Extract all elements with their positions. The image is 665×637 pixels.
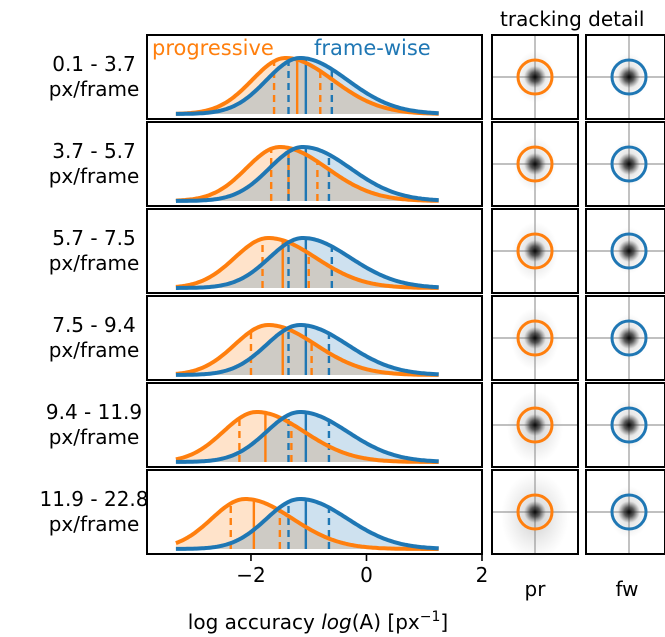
density-curve-progressive <box>175 56 439 116</box>
tracking-inset-pr <box>491 469 579 561</box>
tracking-circle-fw <box>610 232 648 270</box>
row-speed-label: 9.4 - 11.9 <box>46 400 142 424</box>
inset-column-label-fw: fw <box>615 577 638 601</box>
panel-frame <box>146 34 483 120</box>
panel-frame <box>146 382 483 468</box>
tracking-inset-fw <box>585 121 665 207</box>
tracking-circle-pr <box>516 319 554 357</box>
distribution-row: 0.1 - 3.7px/frame <box>49 34 483 120</box>
tracking-circle-fw <box>610 406 648 444</box>
panel-frame <box>146 121 483 207</box>
row-unit-label: px/frame <box>49 251 140 275</box>
density-curve-framewise <box>175 497 439 551</box>
inset-header: tracking detail <box>500 7 644 31</box>
tracked-spot <box>618 501 640 523</box>
tracking-circle-fw <box>610 145 648 183</box>
tracking-inset-pr <box>491 295 579 381</box>
tracking-inset-pr <box>491 208 579 294</box>
row-unit-label: px/frame <box>49 512 140 536</box>
tracking-circle-pr <box>516 145 554 183</box>
x-axis: −2 0 2 <box>236 554 488 587</box>
density-curve-progressive <box>175 410 439 464</box>
tracked-spot <box>524 501 546 523</box>
density-fill-framewise <box>175 58 439 114</box>
tracked-spot <box>524 153 546 175</box>
tracked-spot <box>618 240 640 262</box>
density-curve-progressive <box>175 497 439 551</box>
tracking-circle-fw <box>610 319 648 357</box>
density-curve-progressive <box>175 145 439 203</box>
row-speed-label: 11.9 - 22.8 <box>40 487 149 511</box>
distribution-row: 5.7 - 7.5px/frame <box>49 208 483 294</box>
tracked-spot <box>618 66 640 88</box>
distribution-row: 7.5 - 9.4px/frame <box>49 295 483 381</box>
density-curve-framewise <box>175 145 439 203</box>
tracked-spot <box>524 414 546 436</box>
tracked-spot <box>618 327 640 349</box>
row-unit-label: px/frame <box>49 338 140 362</box>
tracking-inset-fw <box>585 469 665 555</box>
tracking-inset-fw <box>585 208 665 294</box>
legend-progressive: progressive <box>152 36 274 60</box>
tracking-inset-pr <box>491 382 579 468</box>
tracking-inset-fw <box>585 295 665 381</box>
x-tick-label: 0 <box>360 563 373 587</box>
density-fill-framewise <box>175 325 439 375</box>
panel-frame <box>146 469 483 555</box>
density-fill-progressive <box>175 147 439 201</box>
tracking-circle-pr <box>516 493 554 531</box>
row-speed-label: 3.7 - 5.7 <box>52 139 136 163</box>
panel-frame <box>146 295 483 381</box>
row-unit-label: px/frame <box>49 164 140 188</box>
row-speed-label: 7.5 - 9.4 <box>52 313 136 337</box>
tracking-circle-pr <box>516 232 554 270</box>
tracking-circle-fw <box>610 58 648 96</box>
density-curve-framewise <box>175 410 439 464</box>
row-speed-label: 0.1 - 3.7 <box>52 52 136 76</box>
panel-frame <box>146 208 483 294</box>
inset-column-label-pr: pr <box>525 577 547 601</box>
tracked-spot <box>618 414 640 436</box>
tracked-spot <box>524 240 546 262</box>
tracking-inset-pr <box>491 121 579 207</box>
x-tick-label: 2 <box>476 563 489 587</box>
density-fill-framewise <box>175 499 439 549</box>
density-curve-progressive <box>175 236 439 290</box>
density-fill-progressive <box>175 238 439 288</box>
distribution-row: 9.4 - 11.9px/frame <box>46 382 483 468</box>
tracking-inset-pr <box>491 34 579 120</box>
density-curve-framewise <box>175 323 439 377</box>
tracked-spot <box>524 327 546 349</box>
tracking-circle-fw <box>610 493 648 531</box>
density-curve-framewise <box>175 56 439 116</box>
row-speed-label: 5.7 - 7.5 <box>52 226 136 250</box>
density-fill-framewise <box>175 412 439 462</box>
tracking-inset-fw <box>585 34 665 120</box>
tracked-spot <box>618 153 640 175</box>
density-curve-progressive <box>175 323 439 377</box>
x-tick-label: −2 <box>236 563 265 587</box>
x-axis-label: log accuracy log(A) [px−1] <box>188 609 448 634</box>
distribution-row: 11.9 - 22.8px/frame <box>40 469 483 555</box>
row-unit-label: px/frame <box>49 77 140 101</box>
density-fill-framewise <box>175 238 439 288</box>
legend-framewise: frame-wise <box>314 36 431 60</box>
density-curve-framewise <box>175 236 439 290</box>
row-unit-label: px/frame <box>49 425 140 449</box>
tracking-circle-pr <box>516 58 554 96</box>
distribution-row: 3.7 - 5.7px/frame <box>49 121 483 207</box>
density-fill-framewise <box>175 147 439 201</box>
tracking-circle-pr <box>516 406 554 444</box>
tracking-inset-fw <box>585 382 665 468</box>
tracked-spot <box>524 66 546 88</box>
